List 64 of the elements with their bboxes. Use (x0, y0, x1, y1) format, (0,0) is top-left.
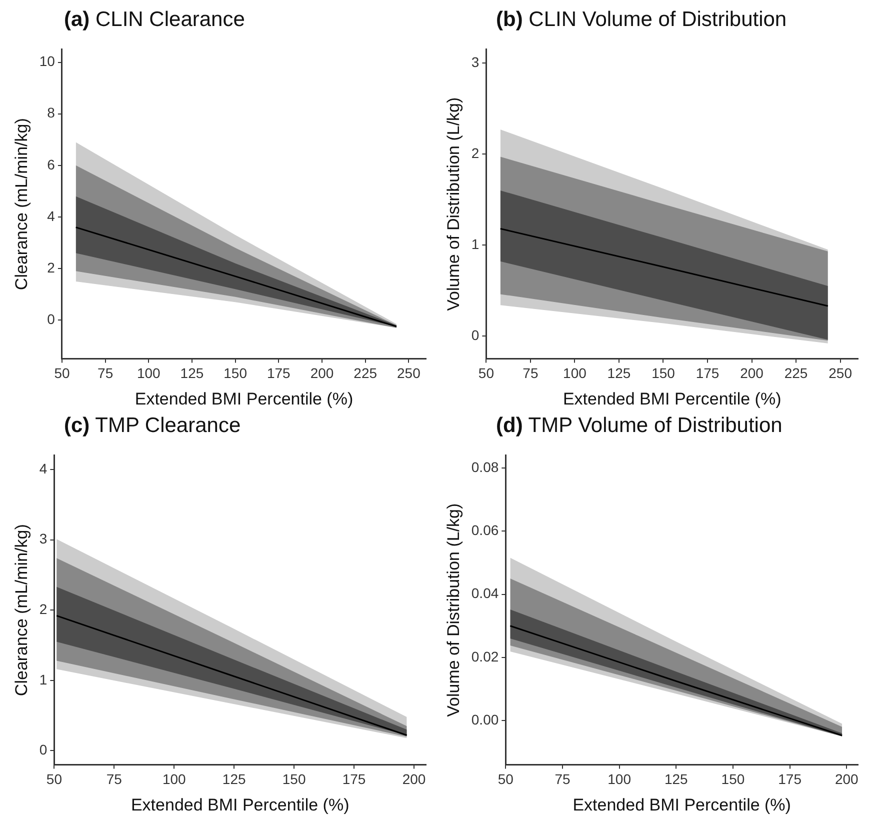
y-tick-label: 4 (47, 208, 56, 224)
y-tick-label: 0.00 (471, 711, 499, 728)
y-tick-label: 0.08 (471, 458, 499, 475)
x-tick-label: 225 (784, 365, 808, 382)
x-axis-title: Extended BMI Percentile (%) (562, 389, 782, 408)
x-tick-label: 100 (136, 365, 161, 382)
x-tick-label: 50 (54, 365, 70, 382)
x-tick-label: 75 (98, 365, 114, 382)
x-tick-label: 75 (106, 771, 122, 788)
x-tick-label: 100 (162, 771, 186, 788)
y-tick-label: 2 (47, 259, 56, 276)
x-tick-label: 125 (222, 771, 246, 788)
y-tick-label: 0.06 (471, 522, 499, 538)
x-tick-label: 100 (608, 771, 632, 788)
x-tick-label: 150 (282, 771, 306, 788)
x-tick-label: 200 (310, 365, 334, 382)
y-tick-label: 1 (471, 236, 480, 252)
x-tick-label: 175 (266, 365, 291, 382)
y-tick-label: 0 (39, 742, 48, 758)
y-axis-title: Volume of Distribution (L/kg) (444, 97, 463, 311)
y-tick-label: 0 (471, 326, 480, 343)
y-tick-label: 10 (39, 53, 56, 70)
chart-title: (a) CLIN Clearance (64, 8, 245, 31)
y-tick-label: 4 (39, 460, 48, 476)
x-tick-label: 150 (224, 365, 248, 382)
y-axis-title: Clearance (mL/min/kg) (12, 118, 31, 290)
x-tick-label: 175 (342, 771, 366, 788)
x-tick-label: 50 (498, 771, 514, 788)
y-tick-label: 8 (47, 104, 56, 121)
y-tick-label: 2 (39, 600, 48, 617)
x-tick-label: 200 (834, 771, 859, 788)
chart-title: (c) TMP Clearance (64, 414, 241, 437)
x-tick-label: 150 (721, 771, 745, 788)
y-tick-label: 3 (39, 530, 48, 547)
x-tick-label: 125 (180, 365, 204, 382)
x-tick-label: 250 (396, 365, 421, 382)
x-tick-label: 175 (778, 771, 802, 788)
chart-title: (d) TMP Volume of Distribution (496, 414, 782, 437)
y-tick-label: 0 (47, 310, 56, 327)
x-tick-label: 50 (478, 365, 494, 382)
y-tick-label: 0.04 (471, 585, 499, 602)
x-tick-label: 200 (402, 771, 426, 788)
y-axis-title: Clearance (mL/min/kg) (12, 524, 31, 696)
x-tick-label: 225 (354, 365, 378, 382)
x-tick-label: 200 (740, 365, 764, 382)
x-tick-label: 50 (46, 771, 62, 788)
chart-title: (b) CLIN Volume of Distribution (496, 8, 787, 31)
y-tick-label: 0.02 (471, 648, 499, 664)
y-tick-label: 6 (47, 156, 56, 172)
x-tick-label: 125 (664, 771, 688, 788)
x-axis-title: Extended BMI Percentile (%) (130, 795, 350, 814)
x-tick-label: 175 (696, 365, 720, 382)
x-tick-label: 75 (522, 365, 538, 382)
y-tick-label: 1 (39, 671, 48, 688)
x-axis-title: Extended BMI Percentile (%) (572, 795, 791, 814)
x-axis-title: Extended BMI Percentile (%) (134, 389, 354, 408)
y-tick-label: 3 (471, 54, 480, 70)
x-tick-label: 250 (828, 365, 852, 382)
x-tick-label: 75 (554, 771, 570, 788)
x-tick-label: 100 (563, 365, 587, 382)
y-tick-label: 2 (471, 144, 480, 161)
x-tick-label: 125 (607, 365, 631, 382)
x-tick-label: 150 (652, 365, 676, 382)
y-axis-title: Volume of Distribution (L/kg) (444, 503, 463, 717)
